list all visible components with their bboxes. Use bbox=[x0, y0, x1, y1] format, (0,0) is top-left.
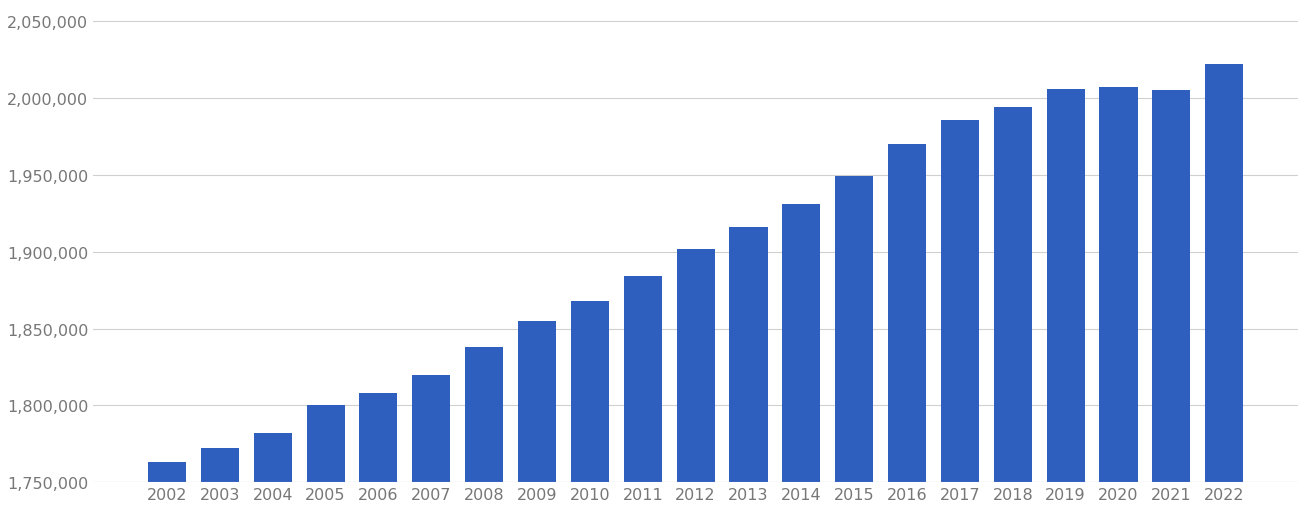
Bar bbox=[570, 301, 609, 482]
Bar bbox=[412, 375, 450, 482]
Bar bbox=[624, 277, 662, 482]
Bar bbox=[941, 121, 979, 482]
Bar bbox=[1206, 65, 1244, 482]
Bar bbox=[887, 145, 927, 482]
Bar bbox=[307, 406, 345, 482]
Bar bbox=[253, 433, 292, 482]
Bar bbox=[518, 321, 556, 482]
Bar bbox=[835, 177, 873, 482]
Bar bbox=[465, 347, 504, 482]
Bar bbox=[147, 462, 187, 482]
Bar bbox=[1152, 91, 1190, 482]
Bar bbox=[359, 393, 398, 482]
Bar bbox=[676, 249, 715, 482]
Bar bbox=[1100, 88, 1138, 482]
Bar bbox=[1047, 90, 1084, 482]
Bar bbox=[994, 108, 1032, 482]
Bar bbox=[782, 205, 821, 482]
Bar bbox=[201, 448, 239, 482]
Bar bbox=[729, 228, 767, 482]
